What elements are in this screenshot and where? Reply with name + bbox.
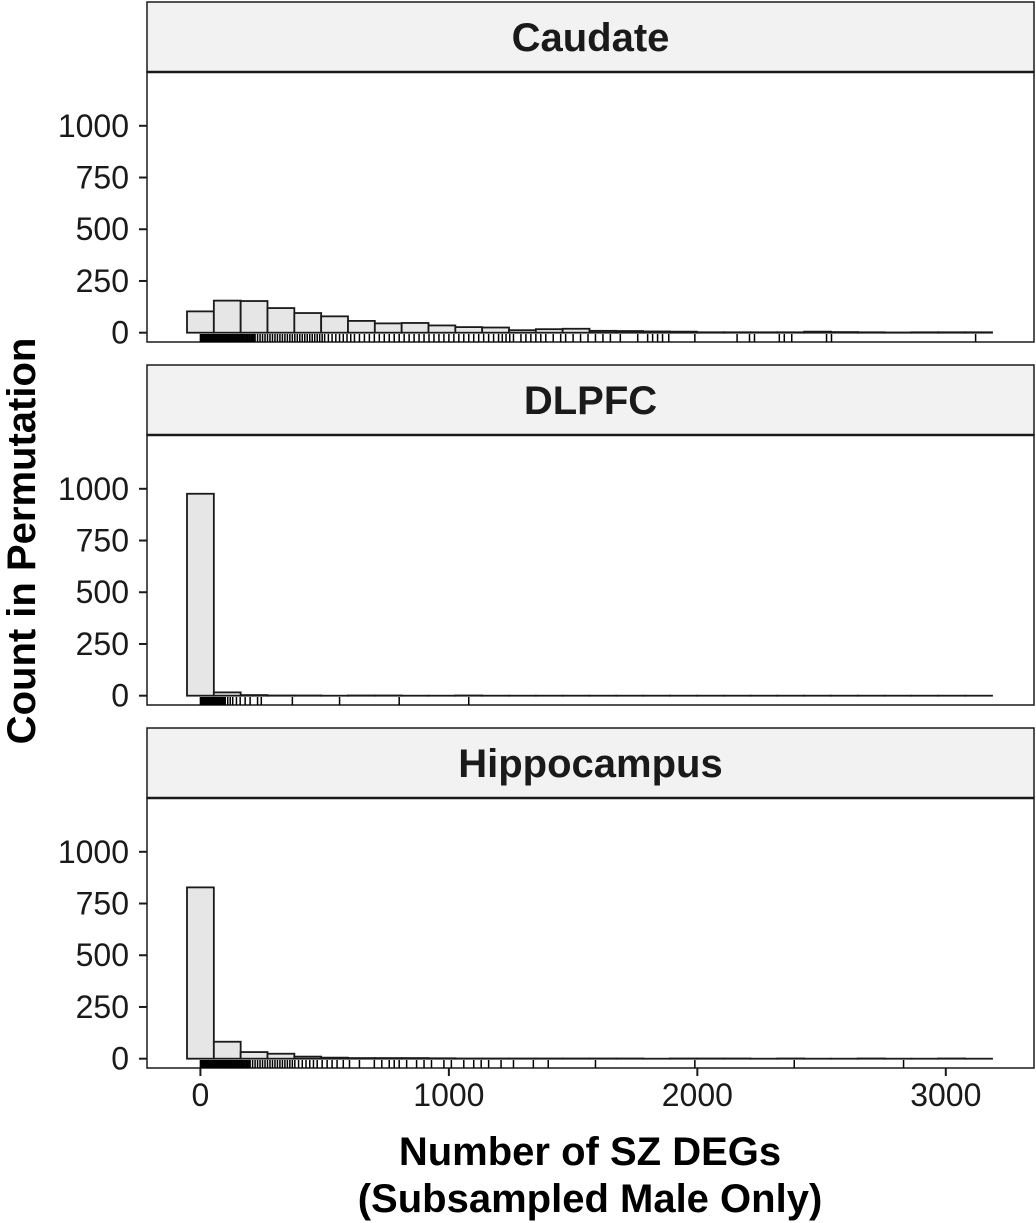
y-tick-label: 0 xyxy=(111,315,129,351)
y-tick-label: 250 xyxy=(76,626,129,662)
histogram-bar xyxy=(373,1057,403,1060)
histogram-bar xyxy=(266,307,296,334)
histogram-bar xyxy=(212,299,242,334)
histogram-bar xyxy=(400,1057,430,1060)
histogram-bar xyxy=(186,886,215,1060)
y-tick-label: 750 xyxy=(76,886,129,922)
histogram-bar xyxy=(803,330,832,334)
histogram-bar xyxy=(293,1055,323,1060)
facet-strip xyxy=(146,727,1035,799)
histogram-bar xyxy=(186,310,215,334)
rug-marks xyxy=(199,1060,905,1068)
histogram-bar xyxy=(239,300,269,334)
y-tick-label: 500 xyxy=(76,211,129,247)
x-axis-title-line1: Number of SZ DEGs xyxy=(399,1130,781,1174)
x-tick-label: 1000 xyxy=(413,1077,484,1113)
histogram-bar xyxy=(534,328,564,334)
histogram-bar xyxy=(400,322,430,334)
histogram-bar xyxy=(561,327,591,334)
y-tick-label: 0 xyxy=(111,1041,129,1077)
histogram-bar xyxy=(427,324,457,334)
y-tick-label: 500 xyxy=(76,574,129,610)
facet-panel-caudate: Caudate 0 250 500 750 1000 xyxy=(58,1,1035,351)
histogram-bar xyxy=(347,1057,376,1060)
y-tick-label: 250 xyxy=(76,263,129,299)
histogram-bar xyxy=(373,322,403,334)
histogram-bar xyxy=(320,315,349,334)
facet-strip-title: DLPFC xyxy=(524,379,657,423)
histogram-bar xyxy=(293,312,323,334)
histogram-bar xyxy=(454,326,484,334)
plot-panel-border xyxy=(146,434,1035,706)
x-axis-title-line2: (Subsampled Male Only) xyxy=(358,1177,823,1221)
histogram-bar xyxy=(615,330,645,334)
facet-strip-title: Hippocampus xyxy=(458,742,722,786)
histogram-bar xyxy=(347,319,376,334)
histogram-bar xyxy=(212,691,242,697)
histogram-bar xyxy=(212,1040,242,1060)
x-axis: 0 1000 2000 3000 xyxy=(192,1068,981,1113)
histogram-bar xyxy=(186,492,215,697)
histogram-bar xyxy=(642,330,671,334)
y-tick-label: 250 xyxy=(76,989,129,1025)
facet-panel-dlpfc: DLPFC 0 250 500 750 1000 xyxy=(58,364,1035,714)
histogram-bars xyxy=(186,299,993,334)
y-axis-title: Count in Permutation xyxy=(0,338,44,745)
histogram-bar xyxy=(830,331,859,334)
y-tick-label: 500 xyxy=(76,937,129,973)
facet-panels: Caudate 0 250 500 750 1000 DLPFC 0 250 500 750 1000… xyxy=(58,1,1035,1077)
y-tick-label: 750 xyxy=(76,160,129,196)
histogram-bar xyxy=(508,329,537,334)
histogram-bar xyxy=(481,326,510,334)
histogram-bar xyxy=(669,330,698,334)
histogram-bar xyxy=(239,694,269,697)
histogram-bars xyxy=(186,492,993,697)
y-tick-label: 0 xyxy=(111,678,129,714)
histogram-bar xyxy=(239,1051,269,1060)
y-tick-label: 1000 xyxy=(58,834,129,870)
y-tick-label: 1000 xyxy=(58,471,129,507)
plot-panel-border xyxy=(146,797,1035,1069)
histogram-bars xyxy=(186,886,993,1060)
y-tick-label: 750 xyxy=(76,523,129,559)
x-tick-label: 2000 xyxy=(662,1077,733,1113)
facet-panel-hippocampus: Hippocampus 0 250 500 750 1000 xyxy=(58,727,1035,1077)
facet-strip xyxy=(146,364,1035,436)
x-tick-label: 0 xyxy=(192,1077,210,1113)
histogram-bar xyxy=(266,1052,296,1060)
histogram-bar xyxy=(588,329,618,334)
facet-strip-title: Caudate xyxy=(512,16,670,60)
histogram-bar xyxy=(320,1056,349,1060)
facet-strip xyxy=(146,1,1035,73)
rug-marks xyxy=(199,697,470,705)
y-tick-label: 1000 xyxy=(58,108,129,144)
plot-panel-border xyxy=(146,71,1035,343)
rug-marks xyxy=(199,334,977,342)
x-tick-label: 3000 xyxy=(910,1077,981,1113)
